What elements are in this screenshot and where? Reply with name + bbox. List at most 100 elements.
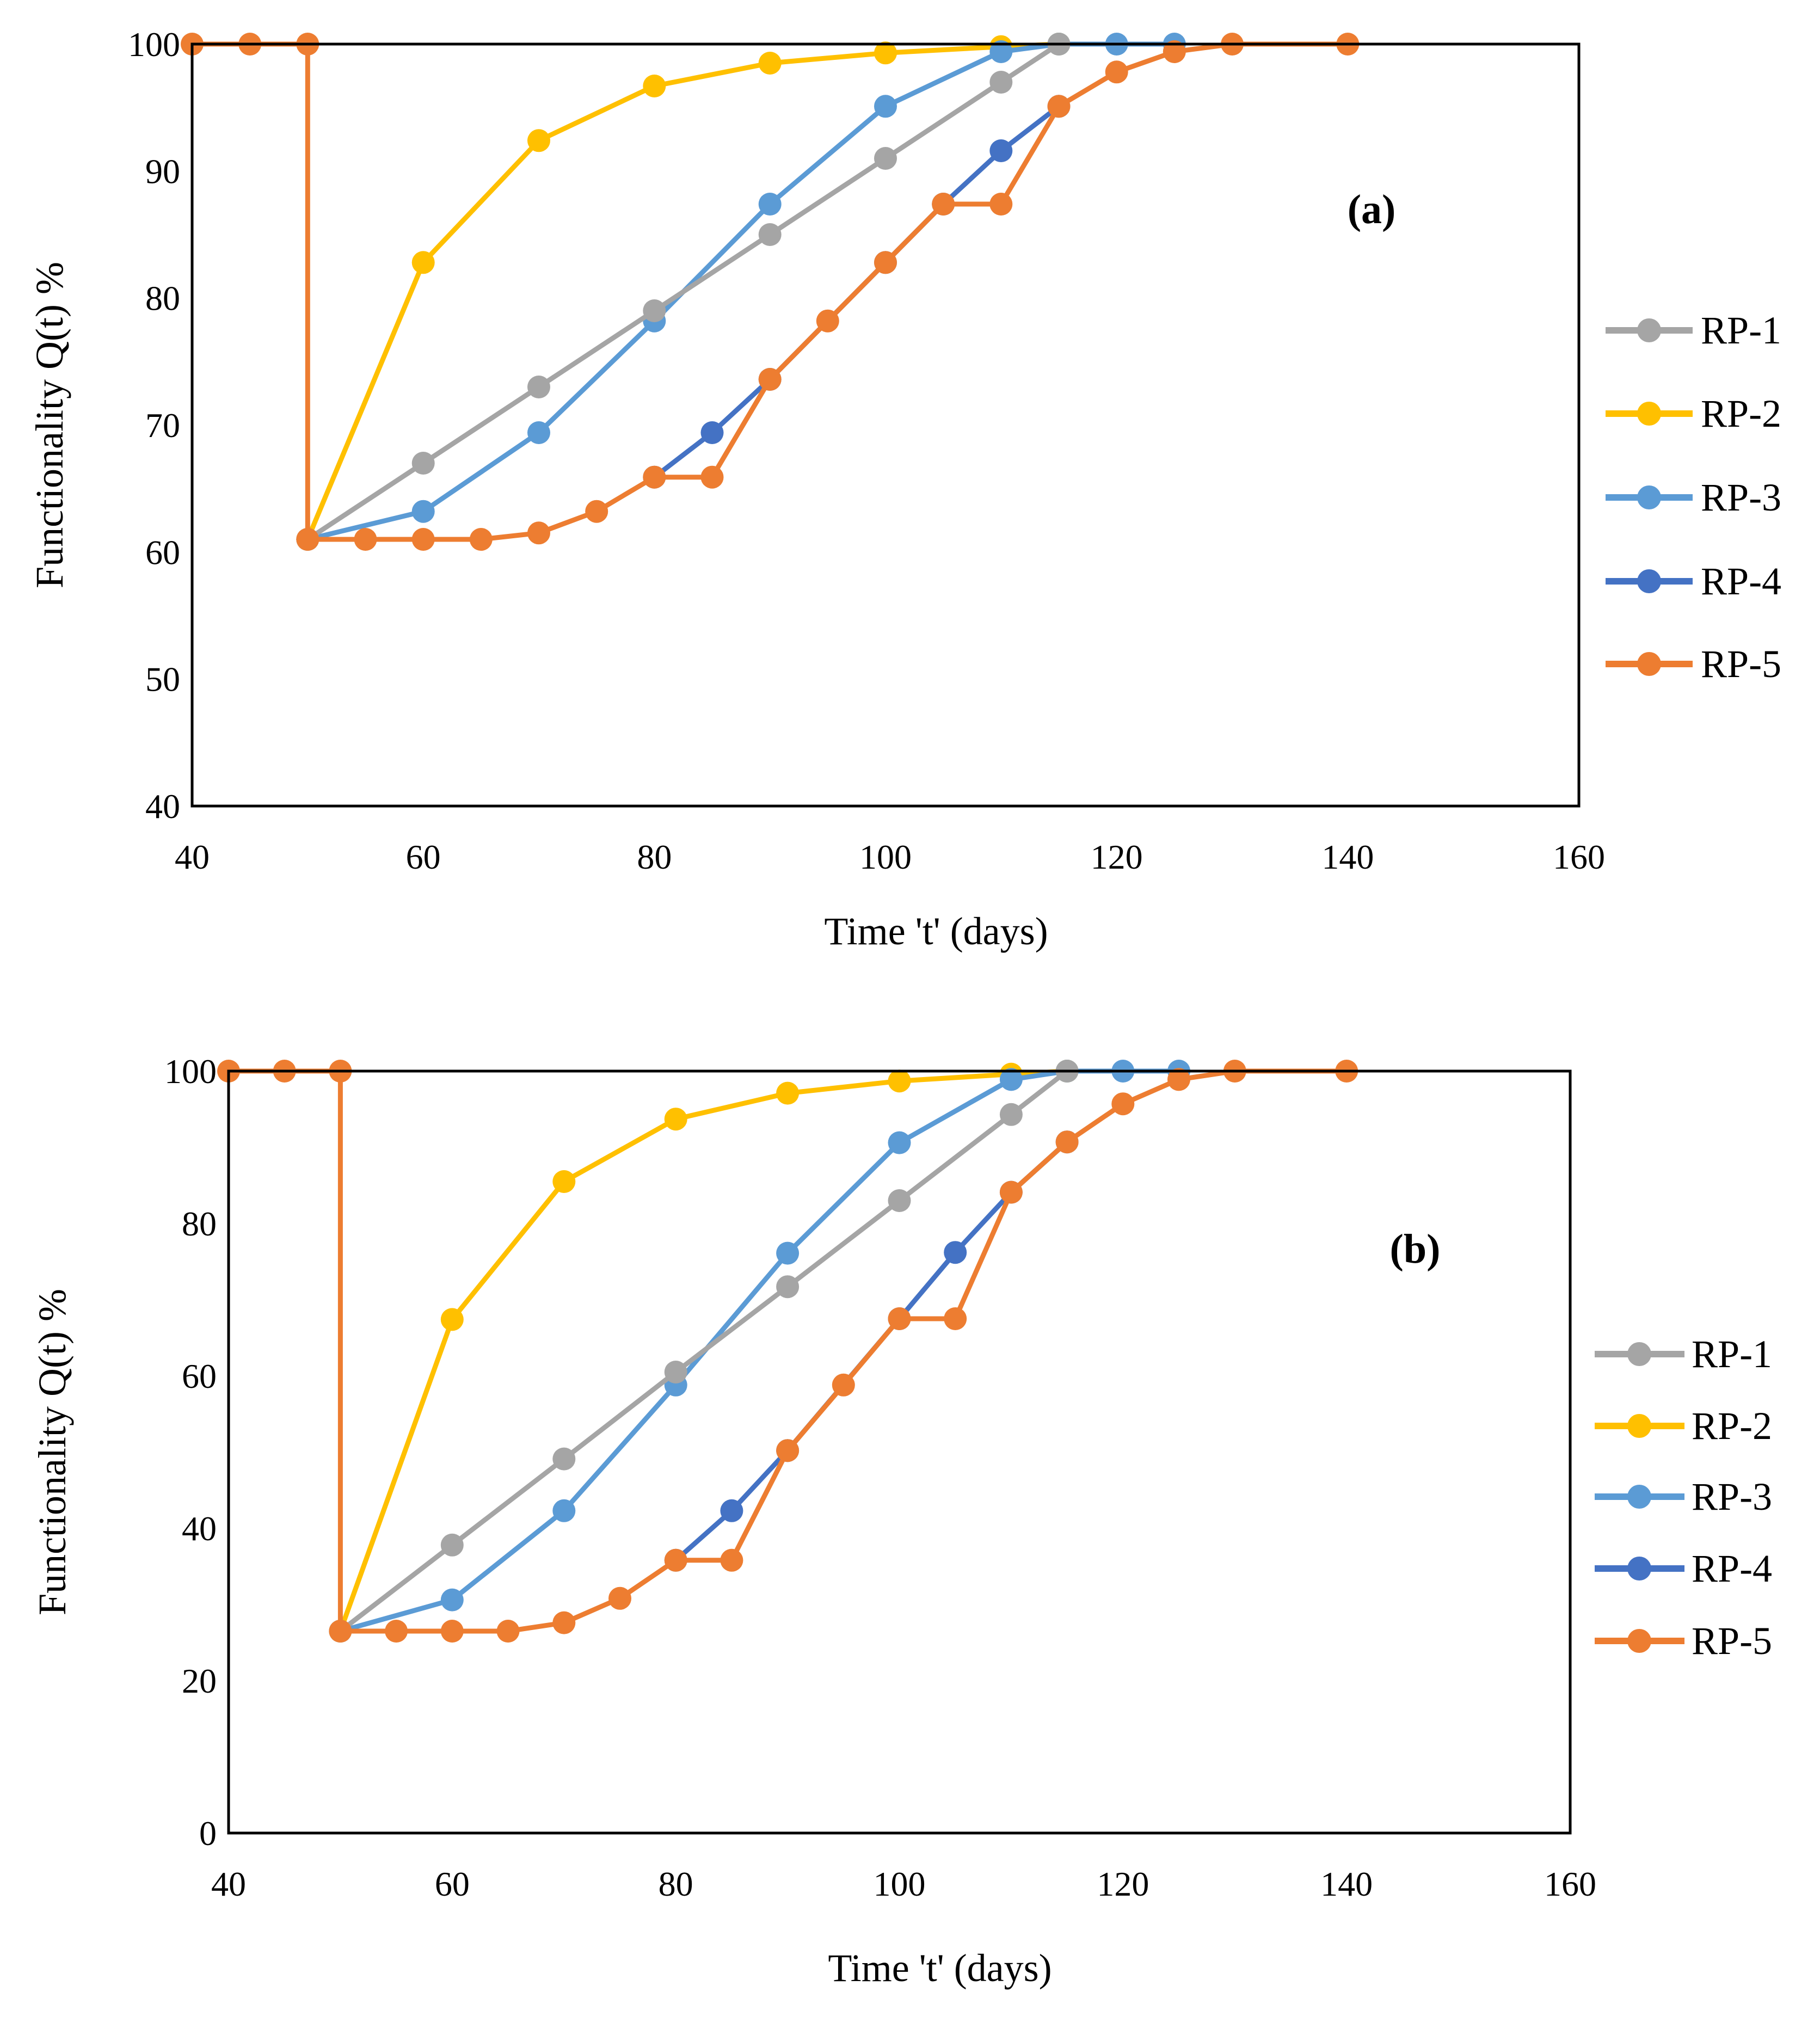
chart-b-yticks: 0 20 40 60 80 100 <box>164 1052 217 1853</box>
chart-b-point-rp-5 <box>832 1373 855 1397</box>
chart-a-legend-label-rp-5: RP-5 <box>1701 642 1781 686</box>
chart-b-point-rp-5 <box>440 1620 464 1643</box>
chart-a-point-rp-5 <box>411 528 435 551</box>
chart-a-point-rp-2 <box>758 52 782 75</box>
chart-a-y-axis-title: Functionality Q(t) % <box>28 262 71 588</box>
chart-b-legend-label-rp-4: RP-4 <box>1692 1547 1772 1590</box>
chart-a-plot-frame <box>190 42 1581 808</box>
chart-b-y-axis-title: Functionality Q(t) % <box>30 1289 74 1615</box>
chart-b-legend-label-rp-2: RP-2 <box>1692 1404 1772 1448</box>
chart-a: 40 50 60 70 80 90 100 40 60 80 100 120 140 160 Funct… <box>28 25 1781 953</box>
chart-b-point-rp-5 <box>664 1548 687 1572</box>
chart-a-point-rp-5 <box>643 465 666 489</box>
chart-a-point-rp-4 <box>700 421 724 444</box>
chart-b-point-rp-3 <box>552 1499 576 1522</box>
chart-a-legend-label-rp-4: RP-4 <box>1701 559 1781 603</box>
chart-a-point-rp-4 <box>989 139 1013 162</box>
chart-a-x-axis-title: Time 't' (days) <box>824 909 1048 953</box>
chart-b-point-rp-5 <box>1055 1130 1079 1154</box>
chart-a-point-rp-5 <box>989 193 1013 216</box>
chart-b-point-rp-1 <box>552 1447 576 1471</box>
chart-b-ytick-label: 0 <box>199 1814 217 1853</box>
chart-b-legend-label-rp-3: RP-3 <box>1692 1475 1772 1518</box>
chart-a-point-rp-2 <box>527 129 550 152</box>
chart-a-point-rp-5 <box>1047 95 1071 118</box>
chart-b-point-rp-3 <box>776 1241 800 1265</box>
chart-a-line-rp-2 <box>305 41 1061 542</box>
chart-b-xtick-label: 120 <box>1097 1865 1149 1903</box>
chart-a-ytick-label: 40 <box>145 787 180 826</box>
chart-a-panel-label: (a) <box>1348 187 1396 232</box>
chart-a-line-rp-1 <box>305 41 1061 542</box>
chart-a-point-rp-3 <box>758 193 782 216</box>
chart-b-xtick-label: 140 <box>1320 1865 1373 1903</box>
chart-a-point-rp-5 <box>527 521 550 545</box>
chart-a-xtick-label: 140 <box>1321 838 1374 876</box>
chart-b-point-rp-5 <box>999 1180 1023 1204</box>
chart-b-point-rp-5 <box>944 1307 967 1330</box>
chart-b-ytick-label: 40 <box>182 1509 217 1548</box>
chart-a-legend-item-rp-2: RP-2 <box>1606 392 1781 435</box>
chart-b-point-rp-5 <box>720 1548 743 1572</box>
chart-b-panel-label: (b) <box>1390 1226 1441 1272</box>
chart-b-point-rp-5 <box>496 1620 520 1643</box>
chart-b-line-rp-1 <box>337 1068 1070 1634</box>
chart-a-xtick-label: 80 <box>637 838 672 876</box>
chart-b-point-rp-5 <box>608 1586 631 1610</box>
chart-a-point-rp-3 <box>874 95 897 118</box>
chart-a-point-rp-5 <box>296 528 319 551</box>
chart-b-point-rp-4 <box>944 1241 967 1264</box>
chart-a-point-rp-2 <box>411 251 435 274</box>
chart-b-ytick-label: 60 <box>182 1357 217 1395</box>
chart-a-point-rp-2 <box>643 75 666 97</box>
chart-b-xtick-label: 160 <box>1544 1865 1596 1903</box>
chart-a-ytick-label: 50 <box>145 660 180 699</box>
chart-b-legend-item-rp-1: RP-1 <box>1595 1332 1772 1376</box>
chart-a-ytick-label: 90 <box>145 152 180 190</box>
chart-b-point-rp-2 <box>552 1170 576 1193</box>
chart-a-point-rp-5 <box>932 193 955 216</box>
chart-a-point-rp-5 <box>874 251 897 274</box>
chart-a-legend-label-rp-3: RP-3 <box>1701 476 1781 519</box>
chart-a-legend-item-rp-3: RP-3 <box>1606 476 1781 519</box>
chart-a-ytick-label: 70 <box>145 406 180 445</box>
chart-b-point-rp-1 <box>888 1189 911 1212</box>
chart-b-point-rp-4 <box>720 1499 743 1522</box>
chart-a-ytick-label: 100 <box>128 25 180 64</box>
chart-a-xtick-label: 100 <box>859 838 912 876</box>
chart-b-xtick-label: 80 <box>659 1865 693 1903</box>
chart-a-legend-item-rp-5: RP-5 <box>1606 642 1781 686</box>
chart-b-point-rp-2 <box>776 1081 800 1105</box>
chart-b: 0 20 40 60 80 100 40 60 80 100 120 140 160 Function… <box>30 1052 1772 1990</box>
chart-b-point-rp-2 <box>440 1308 464 1331</box>
chart-a-point-rp-5 <box>469 528 493 551</box>
chart-a-xticks: 40 60 80 100 120 140 160 <box>175 838 1605 876</box>
chart-a-point-rp-5 <box>758 368 782 391</box>
chart-b-line-rp-2 <box>337 1068 1070 1634</box>
chart-b-xtick-label: 100 <box>874 1865 926 1903</box>
chart-a-point-rp-5 <box>816 309 839 333</box>
chart-a-point-rp-5 <box>1163 40 1186 63</box>
chart-a-point-rp-5 <box>700 465 724 489</box>
chart-b-legend-label-rp-1: RP-1 <box>1692 1332 1772 1376</box>
chart-b-point-rp-3 <box>440 1588 464 1612</box>
chart-b-point-rp-5 <box>1111 1092 1135 1116</box>
chart-b-legend-item-rp-5: RP-5 <box>1595 1619 1772 1663</box>
chart-b-legend-item-rp-3: RP-3 <box>1595 1475 1772 1518</box>
chart-b-point-rp-1 <box>999 1103 1023 1126</box>
chart-a-ytick-label: 80 <box>145 279 180 318</box>
chart-a-legend: RP-1 RP-2 RP-3 RP-4 RP-5 <box>1606 309 1781 686</box>
chart-a-ytick-label: 60 <box>145 533 180 571</box>
chart-b-point-rp-2 <box>664 1108 687 1131</box>
chart-a-point-rp-1 <box>874 147 897 170</box>
chart-a-point-rp-1 <box>411 452 435 475</box>
chart-b-point-rp-2 <box>888 1069 911 1093</box>
chart-b-legend-item-rp-4: RP-4 <box>1595 1547 1772 1590</box>
chart-a-xtick-label: 160 <box>1553 838 1605 876</box>
chart-b-point-rp-5 <box>888 1307 911 1330</box>
chart-a-legend-item-rp-1: RP-1 <box>1606 309 1781 352</box>
chart-a-point-rp-2 <box>874 41 897 65</box>
chart-a-point-rp-1 <box>643 299 666 322</box>
chart-b-legend-label-rp-5: RP-5 <box>1692 1619 1772 1663</box>
